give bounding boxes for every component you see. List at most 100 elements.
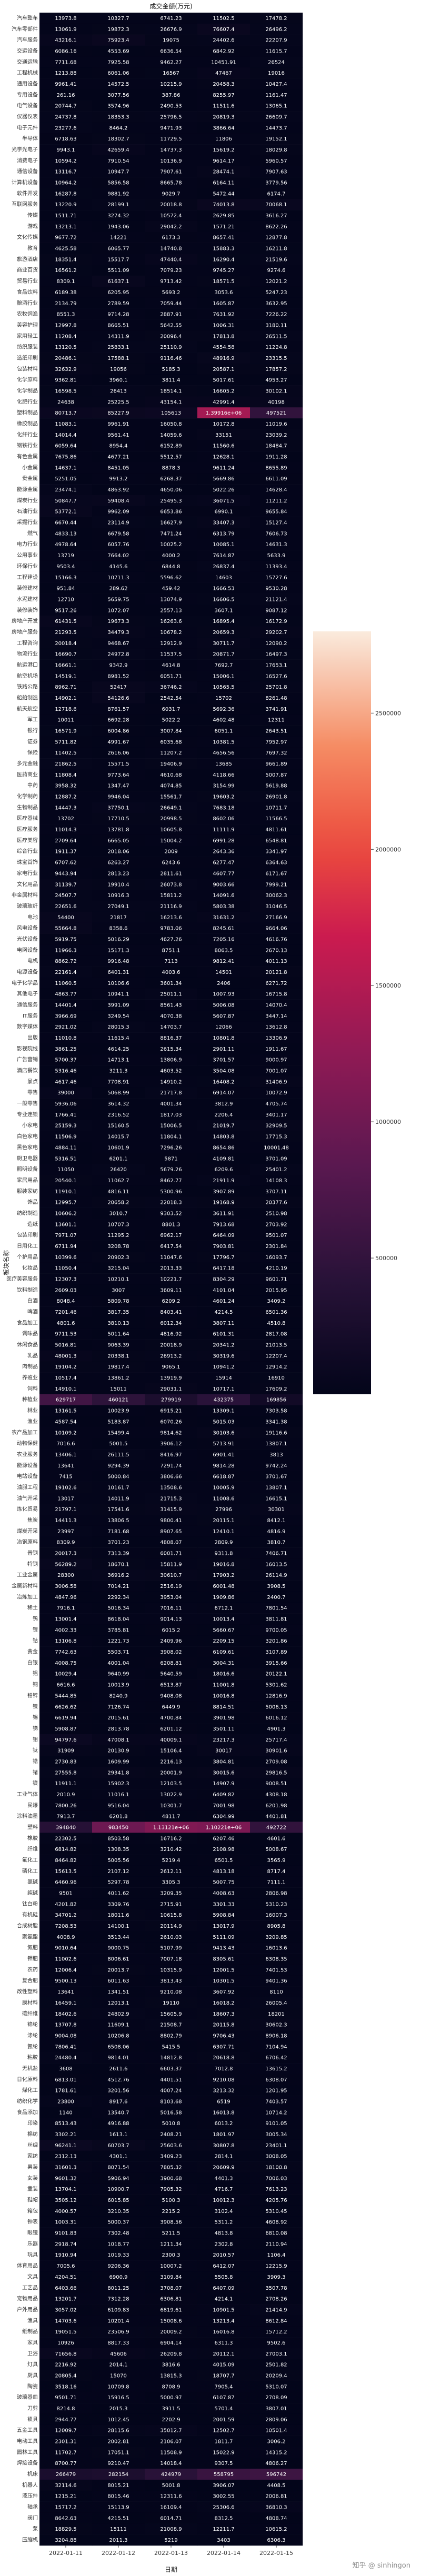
- cell-value-label: 9210.08: [213, 2077, 234, 2083]
- heatmap-cell: [250, 2458, 303, 2469]
- cell-value-label: 1161.47: [265, 93, 287, 98]
- cell-value-label: 5008.67: [265, 1847, 287, 1853]
- cell-value-label: 2730.83: [55, 1759, 76, 1765]
- heatmap-cell: [145, 363, 198, 375]
- cell-value-label: 21008.9: [160, 2527, 182, 2532]
- cell-value-label: 15004.2: [160, 838, 182, 844]
- cell-value-label: 1511.71: [55, 213, 76, 219]
- heatmap-cell: [250, 2534, 303, 2546]
- cell-value-label: 4901.3: [267, 1726, 286, 1732]
- heatmap-cell: [145, 2337, 198, 2349]
- cell-value-label: 20115.8: [213, 2022, 234, 2028]
- cell-value-label: 19910.4: [107, 882, 129, 888]
- heatmap-cell: [197, 2315, 250, 2327]
- cell-value-label: 3701.67: [265, 1474, 287, 1480]
- cell-value-label: 21715.3: [160, 1496, 182, 1502]
- heatmap-cell: [39, 308, 93, 320]
- row-label: 民爆: [27, 1802, 38, 1808]
- heatmap-cell: [145, 374, 198, 386]
- row-label: 电机: [27, 958, 38, 964]
- heatmap-cell: [92, 23, 145, 35]
- cell-value-label: 18029.8: [265, 147, 287, 153]
- row-label: 电子元件: [17, 124, 38, 131]
- heatmap-cell: [250, 2370, 303, 2381]
- heatmap-cell: [197, 1219, 250, 1230]
- cell-value-label: 10301.5: [213, 1978, 234, 1984]
- cell-value-label: 4627.26: [160, 937, 182, 942]
- heatmap-cell: [197, 2304, 250, 2316]
- cell-value-label: 10011: [57, 718, 74, 723]
- heatmap-cell: [39, 2413, 93, 2426]
- heatmap-cell: [197, 868, 250, 879]
- heatmap-cell: [39, 988, 93, 1000]
- heatmap-cell: [39, 1668, 93, 1679]
- heatmap-cell: [92, 1865, 145, 1877]
- cell-value-label: 20115.1: [213, 1518, 234, 1524]
- heatmap-cell: [145, 901, 198, 912]
- colorbar-tick-label: 2500000: [375, 710, 401, 717]
- heatmap-cell: [197, 418, 250, 430]
- column-label: 2022-01-14: [207, 2550, 240, 2557]
- cell-value-label: 30301: [268, 1507, 285, 1513]
- row-label: 环保行业: [17, 562, 38, 569]
- cell-value-label: 2708.26: [265, 2297, 287, 2302]
- heatmap-cell: [145, 846, 198, 857]
- heatmap-cell: [39, 659, 93, 671]
- heatmap-cell: [250, 1569, 303, 1581]
- cell-value-label: 11019.6: [265, 421, 287, 427]
- heatmap-cell: [250, 1087, 303, 1099]
- heatmap-cell: [39, 188, 93, 199]
- row-label: 肉制品: [22, 1363, 38, 1370]
- cell-value-label: 25603.6: [160, 2143, 182, 2149]
- heatmap-cell: [250, 1942, 303, 1954]
- heatmap-cell: [39, 2238, 93, 2250]
- heatmap-cell: [197, 429, 250, 441]
- cell-value-label: 10007.2: [160, 2263, 182, 2269]
- cell-value-label: 8503.58: [107, 1836, 129, 1842]
- heatmap-cell: [92, 1153, 145, 1164]
- cell-value-label: 4215.51: [107, 2515, 129, 2521]
- cell-value-label: 8816.37: [160, 1035, 182, 1041]
- heatmap-cell: [250, 2424, 303, 2436]
- heatmap-cell: [250, 188, 303, 199]
- heatmap-cell: [197, 1953, 250, 1965]
- heatmap-cell: [250, 67, 303, 79]
- cell-value-label: 2542.54: [160, 696, 182, 701]
- heatmap-cell: [92, 1624, 145, 1636]
- cell-value-label: 17813.8: [213, 334, 234, 339]
- cell-value-label: 4001.04: [107, 1661, 129, 1666]
- heatmap-cell: [92, 2085, 145, 2096]
- cell-value-label: 6819.61: [160, 2307, 182, 2313]
- cell-value-label: 14812.8: [160, 2055, 182, 2061]
- cell-value-label: 16013.8: [213, 2110, 234, 2116]
- cell-value-label: 5185.3: [162, 367, 181, 373]
- heatmap-cell: [250, 2041, 303, 2052]
- row-label: 医药商业: [17, 771, 38, 778]
- cell-value-label: 9655.84: [265, 509, 287, 515]
- cell-value-label: 2316.52: [107, 1112, 129, 1118]
- cell-value-label: 6059.64: [55, 444, 76, 449]
- cell-value-label: 5512.57: [160, 455, 182, 460]
- heatmap-cell: [92, 1273, 145, 1285]
- row-label: 软件开发: [17, 190, 38, 197]
- cell-value-label: 3813: [269, 1452, 283, 1458]
- heatmap-cell: [250, 605, 303, 616]
- heatmap-cell: [92, 396, 145, 408]
- heatmap-cell: [250, 45, 303, 57]
- heatmap-cell: [197, 440, 250, 451]
- heatmap-cell: [92, 725, 145, 737]
- heatmap-cell: [250, 1065, 303, 1076]
- cell-value-label: 26209.8: [160, 2351, 182, 2357]
- cell-value-label: 13508.6: [160, 1485, 182, 1491]
- cell-value-label: 8551.3: [57, 312, 75, 318]
- heatmap-cell: [39, 1975, 93, 1987]
- heatmap-cell: [92, 1887, 145, 1899]
- cell-value-label: 2615.34: [160, 1046, 182, 1052]
- heatmap-cell: [197, 2370, 250, 2381]
- cell-value-label: 20114.9: [160, 1924, 182, 1929]
- heatmap-cell: [39, 2436, 93, 2447]
- heatmap-cell: [39, 1679, 93, 1690]
- row-label: 钛: [33, 1747, 38, 1754]
- row-label: 文化传媒: [17, 234, 38, 240]
- heatmap-cell: [197, 1054, 250, 1065]
